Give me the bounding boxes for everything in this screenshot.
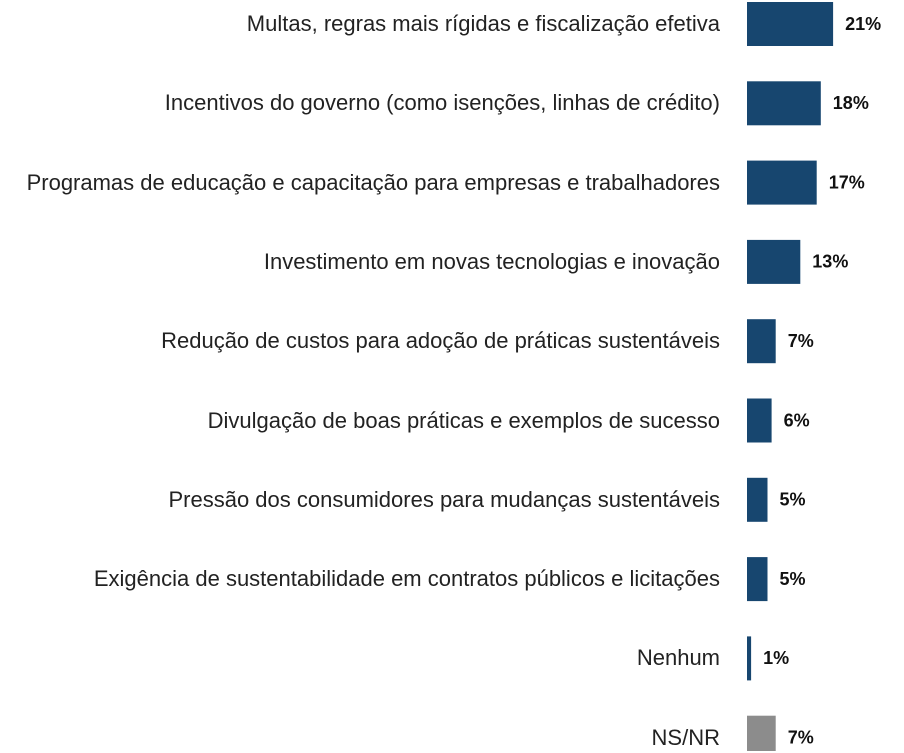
category-label: NS/NR [10,723,720,753]
category-label: Programas de educação e capacitação para… [10,168,720,198]
category-text: NS/NR [651,724,720,750]
bar [747,239,801,284]
value-label: 17% [829,172,865,192]
category-label: Nenhum [10,643,720,673]
category-label: Redução de custos para adoção de prática… [10,326,720,356]
value-label: 7% [788,727,814,747]
category-label: Investimento em novas tecnologias e inov… [10,247,720,277]
category-text: Exigência de sustentabilidade em contrat… [93,566,720,592]
category-text: Pressão dos consumidores para mudanças s… [168,486,720,512]
value-label: 13% [812,252,848,272]
category-label: Divulgação de boas práticas e exemplos d… [10,406,720,436]
category-text: Redução de custos para adoção de prática… [161,328,720,354]
category-text: Divulgação de boas práticas e exemplos d… [207,407,720,433]
value-label: 7% [788,331,814,351]
bar [747,319,776,364]
bar [747,477,768,522]
bar [747,2,834,46]
value-label: 1% [763,648,789,668]
category-label: Exigência de sustentabilidade em contrat… [10,564,720,594]
bar [747,81,821,126]
value-label: 5% [780,569,806,589]
category-text: Investimento em novas tecnologias e inov… [263,248,720,274]
value-label: 5% [780,490,806,510]
category-label: Pressão dos consumidores para mudanças s… [10,485,720,515]
bar [747,160,817,205]
category-text: Nenhum [636,645,720,671]
value-label: 18% [833,93,869,113]
bar [747,398,772,443]
category-label: Multas, regras mais rígidas e fiscalizaç… [10,9,720,39]
category-text: Programas de educação e capacitação para… [26,169,720,195]
bar [747,557,768,602]
category-text: Multas, regras mais rígidas e fiscalizaç… [246,11,720,36]
bar [747,715,776,751]
bar [747,636,752,681]
category-text: Incentivos do governo (como isenções, li… [164,90,720,116]
value-label: 21% [845,14,881,34]
category-label: Incentivos do governo (como isenções, li… [10,88,720,118]
value-label: 6% [784,410,810,430]
